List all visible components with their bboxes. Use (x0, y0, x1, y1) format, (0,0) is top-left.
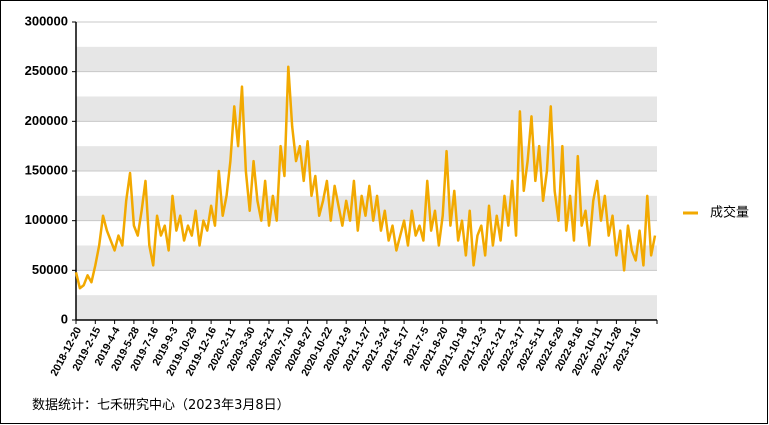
grid-band (76, 295, 657, 320)
grid-band (76, 46, 657, 72)
y-tick-label: 200000 (25, 113, 68, 128)
y-tick-label: 300000 (25, 13, 68, 28)
y-tick-label: 100000 (25, 212, 68, 227)
grid-band (76, 96, 657, 122)
grid-band (76, 146, 657, 171)
y-tick-label: 150000 (25, 162, 68, 177)
y-tick-label: 250000 (25, 63, 68, 78)
y-tick-label: 50000 (32, 262, 68, 277)
legend-label: 成交量 (710, 205, 749, 221)
grid-band (76, 245, 657, 271)
series-line (74, 65, 657, 290)
y-tick-label: 0 (61, 311, 68, 326)
source-note: 数据统计：七禾研究中心（2023年3月8日） (32, 398, 290, 413)
